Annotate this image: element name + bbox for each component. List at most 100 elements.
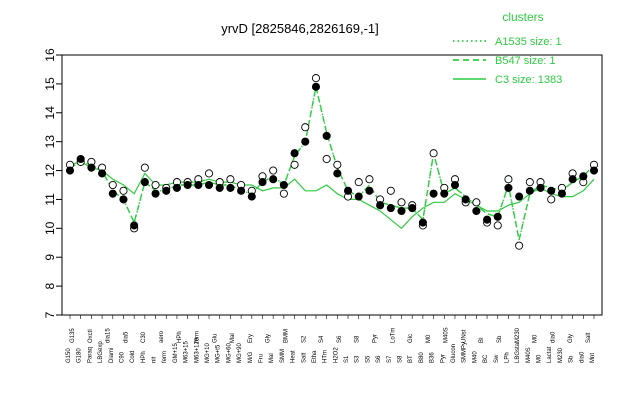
x-tick-label: Heat [291, 350, 297, 363]
x-tick-label: S7 [387, 355, 393, 363]
x-tick-label: HPh [177, 331, 183, 343]
x-tick-label: Sb [497, 335, 503, 343]
data-point-filled [579, 172, 588, 181]
x-tick-label: S5 [365, 355, 371, 363]
data-point-filled [237, 186, 246, 195]
x-tick-label: nit [152, 356, 158, 363]
data-point-open [493, 221, 502, 230]
x-tick-label: Ery [248, 334, 254, 343]
chart-title: yrvD [2825846,2826169,-1] [221, 21, 379, 36]
x-tick-label: ferm [195, 331, 201, 343]
x-tick-label: MG+60 [226, 342, 232, 363]
x-tick-label: LBGstat [515, 341, 521, 363]
data-point-open [525, 178, 534, 187]
plot-frame [61, 54, 603, 316]
x-tick-label: C90 [119, 351, 125, 363]
data-point-filled [215, 183, 224, 192]
x-tick-label: S4 [319, 335, 325, 343]
data-point-filled [515, 192, 524, 201]
legend-label: A1535 size: 1 [495, 36, 562, 48]
data-point-filled [247, 192, 256, 201]
data-point-filled [483, 215, 492, 224]
x-tick-label: G150 [66, 348, 72, 363]
x-tick-label: aero [159, 330, 165, 343]
x-tick-label: BC [483, 354, 489, 363]
legend: clusters A1535 size: 1 B547 size: 1 C3 siz… [453, 10, 562, 86]
data-point-filled [461, 195, 470, 204]
x-tick-label: M230 [558, 347, 564, 363]
x-axis: G150 G180 Paraq LBGexp Diami C90 Cold HPh nit fer… [66, 315, 596, 363]
x-tick-label: UNst [461, 329, 467, 343]
x-tick-label: Mnt [590, 353, 596, 363]
data-point-filled [568, 175, 577, 184]
data-point-filled [279, 180, 288, 190]
x-tick-label: BMM [284, 329, 290, 343]
data-point-filled [365, 186, 374, 195]
data-point-filled [130, 221, 139, 230]
data-point-open [333, 160, 342, 169]
x-tick-label: M40 [472, 351, 478, 363]
data-point-filled [301, 137, 310, 146]
plot-border [61, 54, 603, 316]
x-tick-label: S1 [344, 355, 350, 363]
x-tick-label: LPh [504, 352, 510, 363]
data-point-open [472, 198, 481, 207]
x-tick-label: S2 [301, 335, 307, 343]
data-point-filled [204, 180, 214, 190]
x-tick-label: M40S [526, 347, 532, 363]
x-tick-label: Lactat [547, 346, 553, 363]
data-point-filled [418, 218, 427, 227]
y-axis: 7 8 9 10 11 12 13 14 15 16 [43, 48, 62, 318]
x-tick-label: BI [479, 337, 485, 343]
x-tick-label: MG+t5 [216, 344, 222, 363]
x-tick-label: Salt [586, 332, 592, 343]
data-point-filled [397, 206, 406, 216]
x-tick-label: Pyr [372, 334, 378, 343]
data-point-filled [108, 189, 117, 198]
x-tick-label: Fru [258, 354, 264, 363]
data-point-filled [429, 189, 438, 198]
x-tick-label: Sb [569, 355, 575, 363]
data-point-filled [322, 131, 331, 140]
x-tick-label: B80 [419, 352, 425, 363]
data-point-filled [354, 192, 363, 201]
data-point-open [515, 241, 524, 250]
legend-title: clusters [502, 10, 543, 24]
y-tick-label: 9 [43, 254, 57, 261]
data-point-filled [140, 178, 149, 187]
x-tick-label: dia0 [550, 331, 556, 343]
data-point-open [269, 166, 278, 175]
x-tick-label: MG+10 [205, 342, 211, 363]
data-point-filled [536, 183, 545, 192]
data-point-filled [151, 189, 160, 198]
x-tick-label: dia5 [123, 331, 129, 343]
x-tick-label: S8 [355, 335, 361, 343]
x-tick-label: Glu [212, 334, 218, 343]
data-point-filled [472, 206, 481, 216]
x-tick-label: C30 [141, 331, 147, 343]
data-point-open [204, 169, 214, 178]
data-point-open [386, 186, 395, 195]
data-point-filled [589, 166, 599, 175]
data-point-filled [98, 169, 107, 178]
data-point-open [397, 198, 406, 207]
data-point-open [279, 189, 288, 198]
data-points [65, 74, 599, 250]
x-tick-label: HPh [141, 351, 147, 363]
data-point-filled [269, 175, 278, 184]
data-point-filled [547, 186, 556, 195]
y-tick-label: 10 [43, 221, 57, 235]
x-tick-label: M63+120 [194, 337, 200, 363]
data-point-filled [87, 163, 96, 172]
x-tick-label: M40S [444, 327, 450, 343]
data-point-filled [172, 183, 181, 192]
data-point-filled [183, 180, 192, 190]
x-tick-label: G135 [70, 328, 76, 343]
x-tick-label: M0 [533, 334, 539, 343]
data-point-open [140, 163, 149, 172]
y-tick-label: 13 [43, 135, 57, 149]
x-tick-label: LoTm [390, 328, 396, 343]
data-point-open [504, 175, 513, 184]
x-tick-label: Glc [408, 334, 414, 343]
data-point-filled [76, 154, 85, 164]
